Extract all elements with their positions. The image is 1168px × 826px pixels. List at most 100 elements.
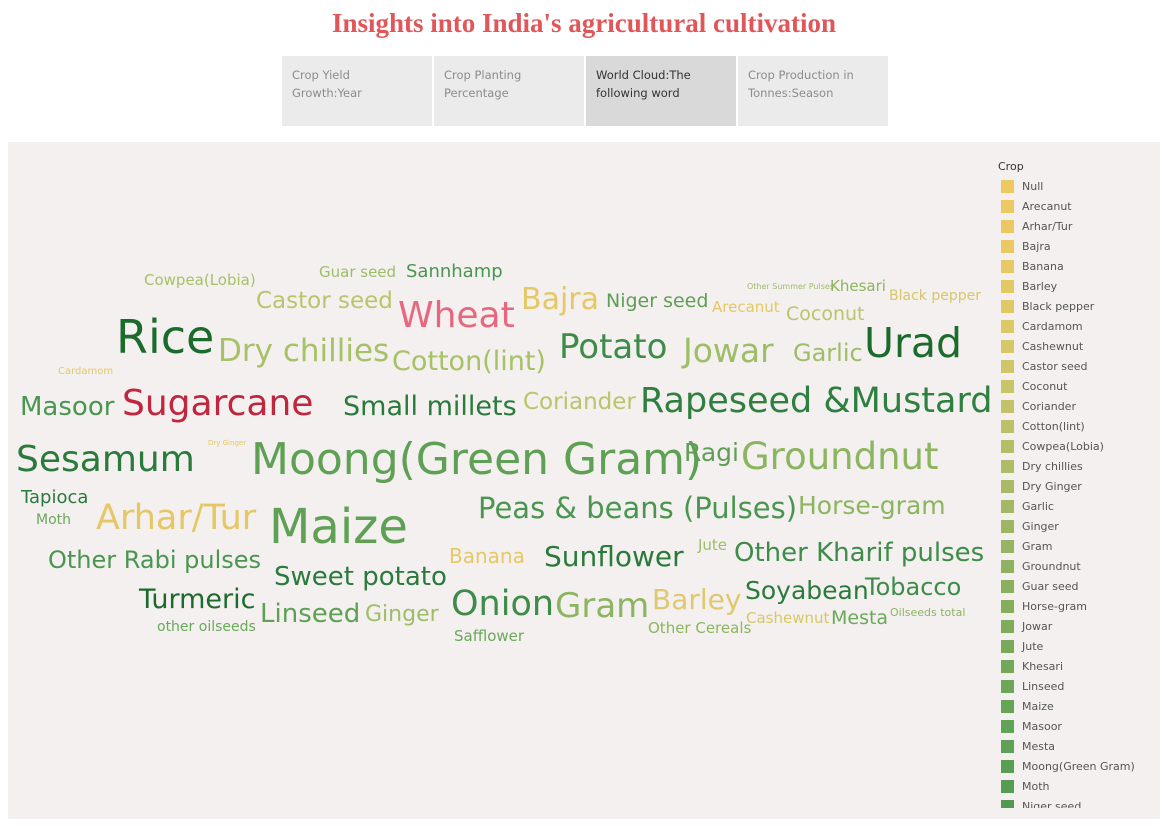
word-guar-seed: Guar seed xyxy=(319,263,397,282)
legend-label: Gram xyxy=(1022,539,1053,553)
legend-item-moth[interactable]: Moth xyxy=(998,776,1160,796)
legend-swatch xyxy=(1001,219,1014,233)
legend-item-arhar-tur[interactable]: Arhar/Tur xyxy=(998,216,1160,236)
word-other-summer-pulses: Other Summer Pulses xyxy=(747,281,834,291)
word-horse-gram: Horse-gram xyxy=(798,490,946,520)
legend-item-linseed[interactable]: Linseed xyxy=(998,676,1160,696)
legend-label: Arecanut xyxy=(1022,199,1072,213)
legend-label: Cowpea(Lobia) xyxy=(1022,439,1104,453)
word-other-oilseeds: other oilseeds xyxy=(157,619,256,636)
legend-label: Dry Ginger xyxy=(1022,479,1082,493)
legend-item-barley[interactable]: Barley xyxy=(998,276,1160,296)
word-dry-ginger: Dry Ginger xyxy=(208,438,247,447)
legend-item-gram[interactable]: Gram xyxy=(998,536,1160,556)
legend-title: Crop xyxy=(998,160,1024,173)
word-cashewnut: Cashewnut xyxy=(746,609,830,628)
legend-swatch xyxy=(1001,759,1014,773)
legend-swatch xyxy=(1001,679,1014,693)
legend-item-garlic[interactable]: Garlic xyxy=(998,496,1160,516)
word-ginger: Ginger xyxy=(365,601,439,627)
legend-item-horse-gram[interactable]: Horse-gram xyxy=(998,596,1160,616)
legend-label: Moong(Green Gram) xyxy=(1022,759,1135,773)
legend-item-mesta[interactable]: Mesta xyxy=(998,736,1160,756)
legend-swatch xyxy=(1001,559,1014,573)
legend-label: Khesari xyxy=(1022,659,1064,673)
legend-item-cowpea-lobia[interactable]: Cowpea(Lobia) xyxy=(998,436,1160,456)
legend-label: Guar seed xyxy=(1022,579,1079,593)
legend-swatch xyxy=(1001,579,1014,593)
word-masoor: Masoor xyxy=(20,391,115,422)
tab-crop-planting-percentage[interactable]: Crop Planting Percentage xyxy=(434,56,584,126)
word-cloud-panel: Cowpea(Lobia) Guar seed Sannhamp Other Summ… xyxy=(8,142,1160,819)
legend-swatch xyxy=(1001,339,1014,353)
word-tobacco: Tobacco xyxy=(865,573,962,602)
legend-label: Castor seed xyxy=(1022,359,1088,373)
tab-crop-production-season[interactable]: Crop Production in Tonnes:Season xyxy=(738,56,888,126)
word-maize: Maize xyxy=(269,498,408,555)
legend-label: Dry chillies xyxy=(1022,459,1083,473)
word-moong-green-gram: Moong(Green Gram) xyxy=(251,433,703,485)
crop-legend: Crop Null Arecanut Arhar/Tur Bajra Banana Bar… xyxy=(998,158,1160,808)
legend-label: Niger seed xyxy=(1022,799,1082,809)
word-other-cereals: Other Cereals xyxy=(648,619,752,638)
word-other-kharif-pulses: Other Kharif pulses xyxy=(734,537,985,568)
legend-label: Jute xyxy=(1022,639,1044,653)
legend-item-null[interactable]: Null xyxy=(998,176,1160,196)
legend-item-black-pepper[interactable]: Black pepper xyxy=(998,296,1160,316)
legend-label: Banana xyxy=(1022,259,1064,273)
legend-item-jowar[interactable]: Jowar xyxy=(998,616,1160,636)
legend-item-castor-seed[interactable]: Castor seed xyxy=(998,356,1160,376)
legend-item-masoor[interactable]: Masoor xyxy=(998,716,1160,736)
word-wheat: Wheat xyxy=(398,294,515,336)
word-rapeseed-mustard: Rapeseed &Mustard xyxy=(640,380,993,421)
legend-item-arecanut[interactable]: Arecanut xyxy=(998,196,1160,216)
legend-item-maize[interactable]: Maize xyxy=(998,696,1160,716)
legend-item-cardamom[interactable]: Cardamom xyxy=(998,316,1160,336)
legend-label: Black pepper xyxy=(1022,299,1095,313)
word-bajra: Bajra xyxy=(521,281,600,317)
word-black-pepper: Black pepper xyxy=(889,288,981,305)
legend-item-banana[interactable]: Banana xyxy=(998,256,1160,276)
legend-item-niger-seed[interactable]: Niger seed xyxy=(998,796,1160,808)
legend-swatch xyxy=(1001,359,1014,373)
word-garlic: Garlic xyxy=(793,339,863,368)
legend-item-khesari[interactable]: Khesari xyxy=(998,656,1160,676)
legend-swatch xyxy=(1001,619,1014,633)
word-cotton-lint: Cotton(lint) xyxy=(392,345,546,377)
legend-item-coconut[interactable]: Coconut xyxy=(998,376,1160,396)
legend-item-guar-seed[interactable]: Guar seed xyxy=(998,576,1160,596)
legend-item-dry-ginger[interactable]: Dry Ginger xyxy=(998,476,1160,496)
legend-item-bajra[interactable]: Bajra xyxy=(998,236,1160,256)
legend-swatch xyxy=(1001,599,1014,613)
legend-swatch xyxy=(1001,399,1014,413)
tab-crop-yield-growth[interactable]: Crop Yield Growth:Year xyxy=(282,56,432,126)
legend-swatch xyxy=(1001,519,1014,533)
word-jute: Jute xyxy=(698,536,728,555)
word-ragi: Ragi xyxy=(684,437,739,467)
legend-label: Moth xyxy=(1022,779,1050,793)
legend-label: Arhar/Tur xyxy=(1022,219,1073,233)
word-onion: Onion xyxy=(451,583,555,624)
legend-item-jute[interactable]: Jute xyxy=(998,636,1160,656)
legend-swatch xyxy=(1001,739,1014,753)
legend-swatch xyxy=(1001,459,1014,473)
legend-swatch xyxy=(1001,379,1014,393)
word-banana: Banana xyxy=(449,544,525,569)
legend-swatch xyxy=(1001,419,1014,433)
legend-item-cashewnut[interactable]: Cashewnut xyxy=(998,336,1160,356)
legend-label: Linseed xyxy=(1022,679,1065,693)
legend-item-cotton-lint[interactable]: Cotton(lint) xyxy=(998,416,1160,436)
legend-item-ginger[interactable]: Ginger xyxy=(998,516,1160,536)
word-moth: Moth xyxy=(36,512,72,529)
legend-item-coriander[interactable]: Coriander xyxy=(998,396,1160,416)
word-coriander: Coriander xyxy=(523,389,636,416)
legend-label: Barley xyxy=(1022,279,1058,293)
tab-word-cloud[interactable]: World Cloud:The following word xyxy=(586,56,736,126)
legend-item-dry-chillies[interactable]: Dry chillies xyxy=(998,456,1160,476)
legend-item-moong-green-gram[interactable]: Moong(Green Gram) xyxy=(998,756,1160,776)
word-groundnut: Groundnut xyxy=(741,435,939,479)
word-sesamum: Sesamum xyxy=(16,438,195,480)
word-mesta: Mesta xyxy=(831,607,889,630)
word-jowar: Jowar xyxy=(683,331,774,371)
legend-item-groundnut[interactable]: Groundnut xyxy=(998,556,1160,576)
